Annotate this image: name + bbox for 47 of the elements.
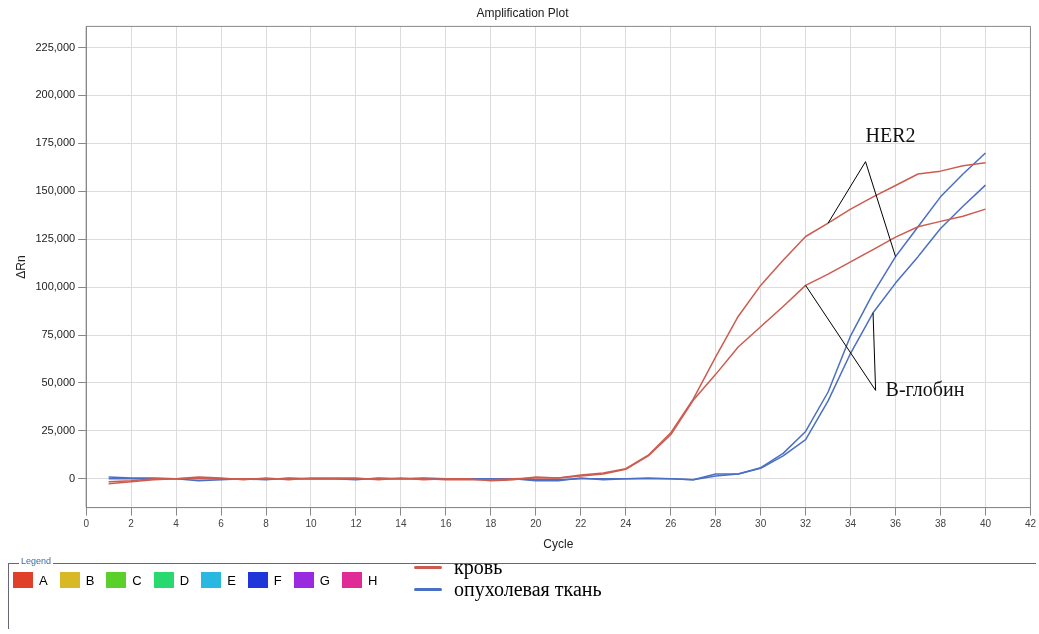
x-tick-label: 42 [1024,518,1037,530]
y-tick-label: 75,000 [41,328,76,341]
x-tick-label: 28 [710,518,722,530]
y-tick-label: 0 [69,471,76,484]
x-tick-label: 24 [620,518,632,530]
text: E [227,572,236,588]
annotation: HER2 [865,123,916,146]
x-tick-label: 20 [530,518,542,530]
y-tick-label: 125,000 [35,232,76,245]
x-tick-label: 6 [218,518,225,530]
legend-label: кровь [454,555,503,579]
x-tick-label: 38 [934,518,947,530]
x-tick-label: 4 [173,518,180,530]
y-axis-title: ΔRn [13,255,28,279]
x-axis-title: Cycle [543,537,574,552]
y-tick-label: 100,000 [35,280,76,293]
y-tick-label: 175,000 [35,136,76,149]
x-tick-label: 10 [305,518,317,530]
x-tick-label: 34 [845,518,857,530]
x-tick-label: 14 [395,518,407,530]
text: C [132,572,142,588]
x-tick-label: 0 [83,518,90,530]
y-tick-label: 50,000 [41,376,76,389]
x-tick-label: 22 [575,518,587,530]
text: A [39,572,48,588]
chart-title: Amplification Plot [476,5,570,20]
x-tick-label: 12 [350,518,362,530]
x-tick-label: 26 [665,518,677,530]
legend-title: Legend [19,556,54,566]
x-tick-label: 2 [128,518,135,530]
text: G [319,572,330,588]
x-tick-label: 40 [979,518,992,530]
text: F [273,572,282,588]
x-tick-label: 18 [485,518,497,530]
y-tick-label: 200,000 [35,88,76,101]
y-tick-label: 25,000 [41,423,76,436]
x-tick-label: 16 [440,518,452,530]
x-tick-label: 36 [889,518,902,530]
annotation: В-глобин [885,377,965,400]
y-tick-label: 225,000 [35,40,76,53]
y-tick-label: 150,000 [35,184,76,197]
text: H [367,572,378,588]
x-tick-label: 8 [263,518,270,530]
text: D [179,572,190,588]
x-tick-label: 30 [755,518,767,530]
x-tick-label: 32 [800,518,812,530]
text: B [85,572,95,588]
